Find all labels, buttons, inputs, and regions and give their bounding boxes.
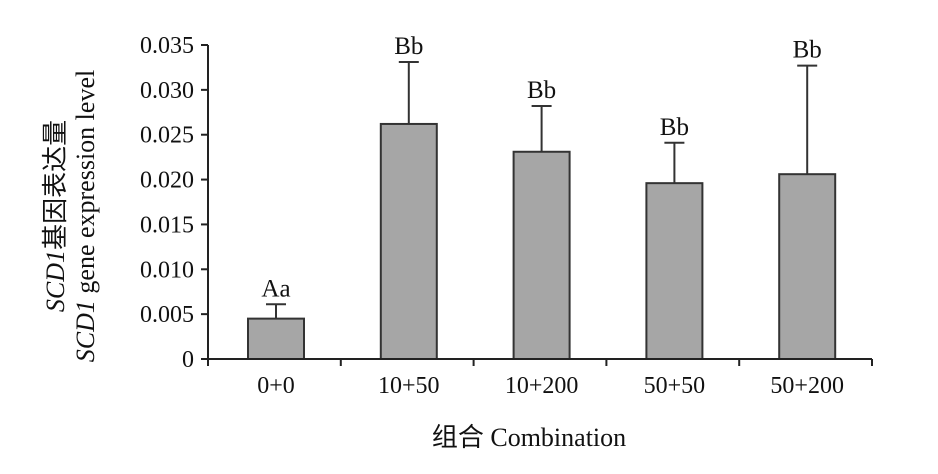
y-tick-label: 0.010 bbox=[140, 257, 194, 283]
bar bbox=[379, 122, 438, 360]
y-axis-title-line2-italic: SCD1 bbox=[71, 300, 100, 362]
y-axis-title-line1: SCD1基因表达量 bbox=[41, 120, 70, 312]
significance-label: Aa bbox=[261, 275, 290, 302]
bar bbox=[645, 182, 704, 360]
x-tick-label: 10+50 bbox=[378, 373, 440, 399]
x-tick-label: 10+200 bbox=[505, 373, 579, 399]
y-tick-label: 0.020 bbox=[140, 168, 194, 194]
significance-label: Bb bbox=[660, 114, 689, 141]
y-tick-label: 0.025 bbox=[140, 123, 194, 149]
x-tick-label: 0+0 bbox=[257, 373, 295, 399]
bar bbox=[512, 150, 571, 360]
significance-label: Bb bbox=[793, 37, 822, 64]
y-axis-title-line2-text: gene expression level bbox=[71, 70, 100, 300]
y-tick-label: 0.015 bbox=[140, 212, 194, 238]
y-axis-title-line1-italic: SCD1 bbox=[41, 250, 70, 312]
x-tick-label: 50+200 bbox=[770, 373, 844, 399]
y-tick-label: 0.035 bbox=[140, 33, 194, 59]
y-tick-label: 0 bbox=[182, 347, 194, 373]
y-tick-label: 0.030 bbox=[140, 78, 194, 104]
significance-label: Bb bbox=[527, 77, 556, 104]
y-tick-label: 0.005 bbox=[140, 302, 194, 328]
y-axis-title-line2: SCD1 gene expression level bbox=[71, 70, 100, 362]
bar bbox=[247, 317, 305, 360]
y-axis-title: SCD1基因表达量 SCD1 gene expression level bbox=[41, 70, 100, 362]
y-axis-title-line1-text: 基因表达量 bbox=[41, 120, 70, 250]
plot-area: Aa 0+0 Bb 10+50 Bb 10+200 Bb 50+50 Bb 50+200 0 0.00… bbox=[140, 33, 873, 399]
x-tick-label: 50+50 bbox=[644, 373, 706, 399]
x-axis-title: 组合 Combination bbox=[432, 423, 626, 452]
bar bbox=[778, 173, 837, 360]
significance-label: Bb bbox=[394, 33, 423, 60]
